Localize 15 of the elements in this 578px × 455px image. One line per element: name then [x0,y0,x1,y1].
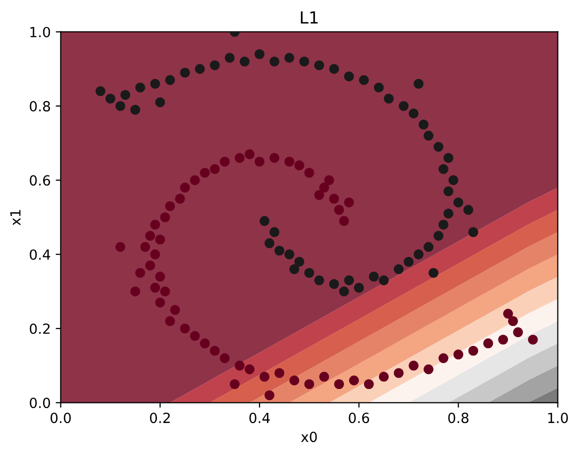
x-tick-label: 1.0 [548,412,568,424]
y-tick-label: 0.6 [30,175,50,186]
y-axis-title: x1 [10,210,20,226]
x-tick-label: 0.6 [348,412,370,424]
y-tick-label: 0.0 [30,398,50,408]
y-tick-label: 0.2 [30,323,50,334]
x-axis-title: x0 [301,432,317,442]
y-tick-label: 0.4 [30,249,50,260]
x-tick-label: 0.8 [448,412,468,424]
x-tick-label: 0.2 [150,412,170,424]
y-tick-label: 0.8 [30,100,50,112]
x-tick-label: 0.0 [50,412,71,424]
x-tick-label: 0.4 [249,412,270,424]
chart-title: L1 [300,11,318,24]
y-tick-label: 1.0 [30,26,50,38]
